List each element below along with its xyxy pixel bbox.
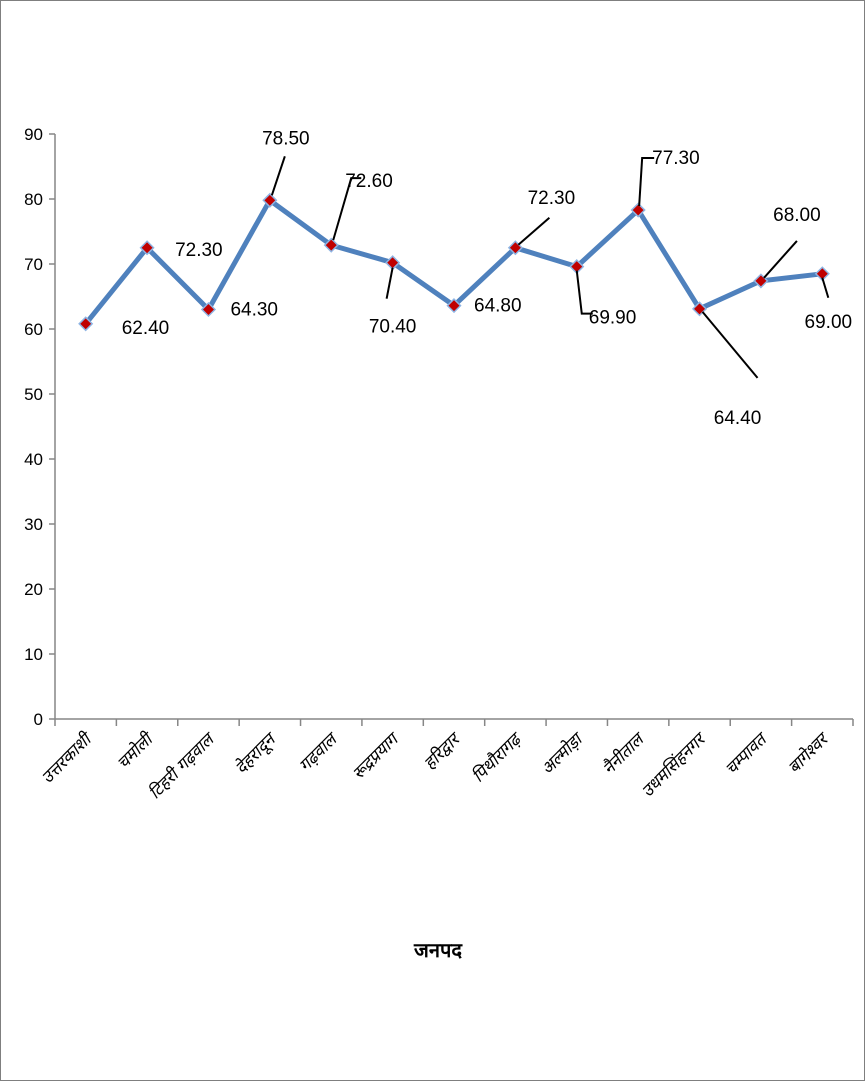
x-axis-title: जनपद [413,938,463,962]
data-label-leader [575,270,593,315]
data-point-marker [446,298,462,314]
data-label-leader [821,277,830,299]
x-category-label: हरिद्वार [419,728,465,774]
data-label: 64.30 [230,300,278,321]
data-labels: 62.40 72.30 64.30 78.50 72.60 70.40 64.80 72.30… [122,128,852,429]
y-axis: 0 10 20 30 40 50 60 70 80 90 [24,125,56,729]
data-label: 69.90 [589,308,637,329]
y-tick-label: 70 [24,255,43,274]
data-point-marker [630,202,646,218]
x-category-label: गढ़वाल [295,728,343,776]
data-label: 68.00 [773,205,821,226]
data-label-leader [763,240,798,279]
y-tick-label: 30 [24,515,43,534]
x-category-label: देहरादून [231,727,282,778]
x-category-label: बागेश्वर [784,728,834,778]
y-tick-label: 20 [24,580,43,599]
x-category-label: चमोली [113,727,160,774]
data-label: 78.50 [262,128,310,149]
data-label: 70.40 [369,317,417,338]
data-label: 62.40 [122,318,170,339]
y-tick-label: 40 [24,450,43,469]
y-tick-label: 80 [24,190,43,209]
x-category-label: रूद्रप्रयाग [349,728,405,784]
x-category-label: टिहरी गढ़वाल [144,727,220,803]
data-point-marker [78,316,94,332]
x-category-label: उत्तरकाशी [37,727,98,788]
data-label: 69.00 [805,312,853,333]
data-label-leader [638,157,655,207]
data-label: 64.40 [714,408,762,429]
data-point-marker [200,301,217,318]
y-tick-label: 90 [24,125,43,144]
x-category-label: चम्पावत [721,728,772,779]
x-axis: उत्तरकाशी चमोलीटिहरी गढ़वाल देहरादून गढ़वाल… [37,718,854,803]
series-line [78,192,830,332]
data-label: 77.30 [652,148,700,169]
data-label: 72.60 [345,171,393,192]
data-label-leader [517,216,551,246]
data-label: 72.30 [175,240,223,261]
data-label-leader [701,311,759,379]
data-point-marker [139,240,155,256]
y-tick-label: 60 [24,320,43,339]
x-category-label: पिथौरागढ़ [468,727,528,787]
data-label-leader [385,267,394,299]
y-tick-label: 0 [34,710,43,729]
data-label: 72.30 [528,188,576,209]
y-tick-label: 10 [24,645,43,664]
data-label-leader [270,155,286,196]
data-label: 64.80 [474,296,522,317]
x-category-label: उधमसिंहनगर [637,728,711,802]
data-point-marker [323,237,339,253]
x-category-label: अल्मोड़ा [537,727,589,779]
data-point-marker [262,192,278,208]
x-category-label: नैनीताल [598,727,650,779]
data-label-leader [332,177,362,241]
y-tick-label: 50 [24,385,43,404]
